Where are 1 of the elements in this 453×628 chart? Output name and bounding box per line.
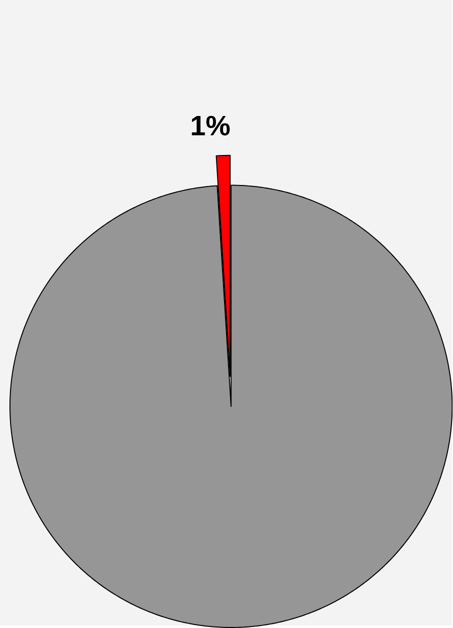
data-label: 1% [192,116,230,136]
